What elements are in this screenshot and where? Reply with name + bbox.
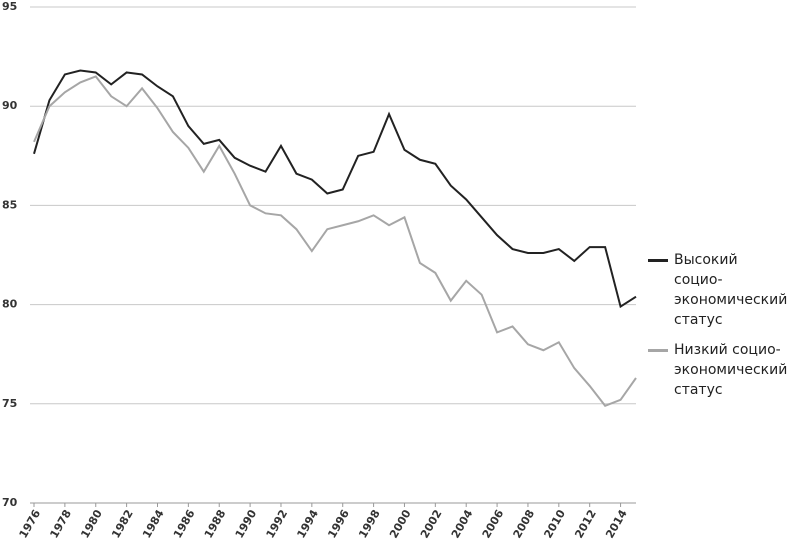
legend-swatch xyxy=(648,259,668,262)
x-tick-label: 1998 xyxy=(356,508,383,541)
x-tick-label: 2000 xyxy=(387,507,414,540)
x-tick-label: 1980 xyxy=(78,507,105,540)
x-tick-label: 1988 xyxy=(202,508,229,541)
x-tick-label: 1976 xyxy=(17,507,44,540)
legend-label: Низкий социо-экономический статус xyxy=(674,342,788,398)
legend: Высокий социо-экономический статус Низкий… xyxy=(648,250,788,410)
x-tick-label: 2006 xyxy=(480,507,507,540)
y-tick-label: 85 xyxy=(2,198,17,211)
legend-item: Низкий социо-экономический статус xyxy=(648,340,788,400)
y-tick-label: 70 xyxy=(2,496,18,509)
y-tick-label: 90 xyxy=(2,99,18,112)
x-tick-label: 2012 xyxy=(572,508,599,541)
x-tick-label: 1978 xyxy=(47,508,74,541)
x-tick-label: 2014 xyxy=(603,507,630,540)
legend-label: Высокий социо-экономический статус xyxy=(674,252,788,328)
legend-item: Высокий социо-экономический статус xyxy=(648,250,788,330)
x-tick-label: 2008 xyxy=(511,508,538,541)
x-tick-label: 2002 xyxy=(418,508,445,541)
x-tick-label: 1994 xyxy=(294,507,321,540)
series-line xyxy=(33,69,637,309)
legend-swatch xyxy=(648,349,668,352)
x-tick-label: 1996 xyxy=(325,507,352,540)
x-tick-label: 1984 xyxy=(140,507,167,540)
x-tick-label: 1990 xyxy=(233,507,260,540)
x-tick-label: 1992 xyxy=(264,508,291,541)
x-tick-label: 2010 xyxy=(541,507,568,540)
y-tick-label: 75 xyxy=(2,397,17,410)
series-line xyxy=(33,75,637,407)
x-tick-label: 1986 xyxy=(171,507,198,540)
y-tick-label: 95 xyxy=(2,0,17,13)
y-tick-label: 80 xyxy=(2,298,18,311)
x-tick-label: 1982 xyxy=(109,508,136,541)
x-tick-label: 2004 xyxy=(449,507,476,540)
